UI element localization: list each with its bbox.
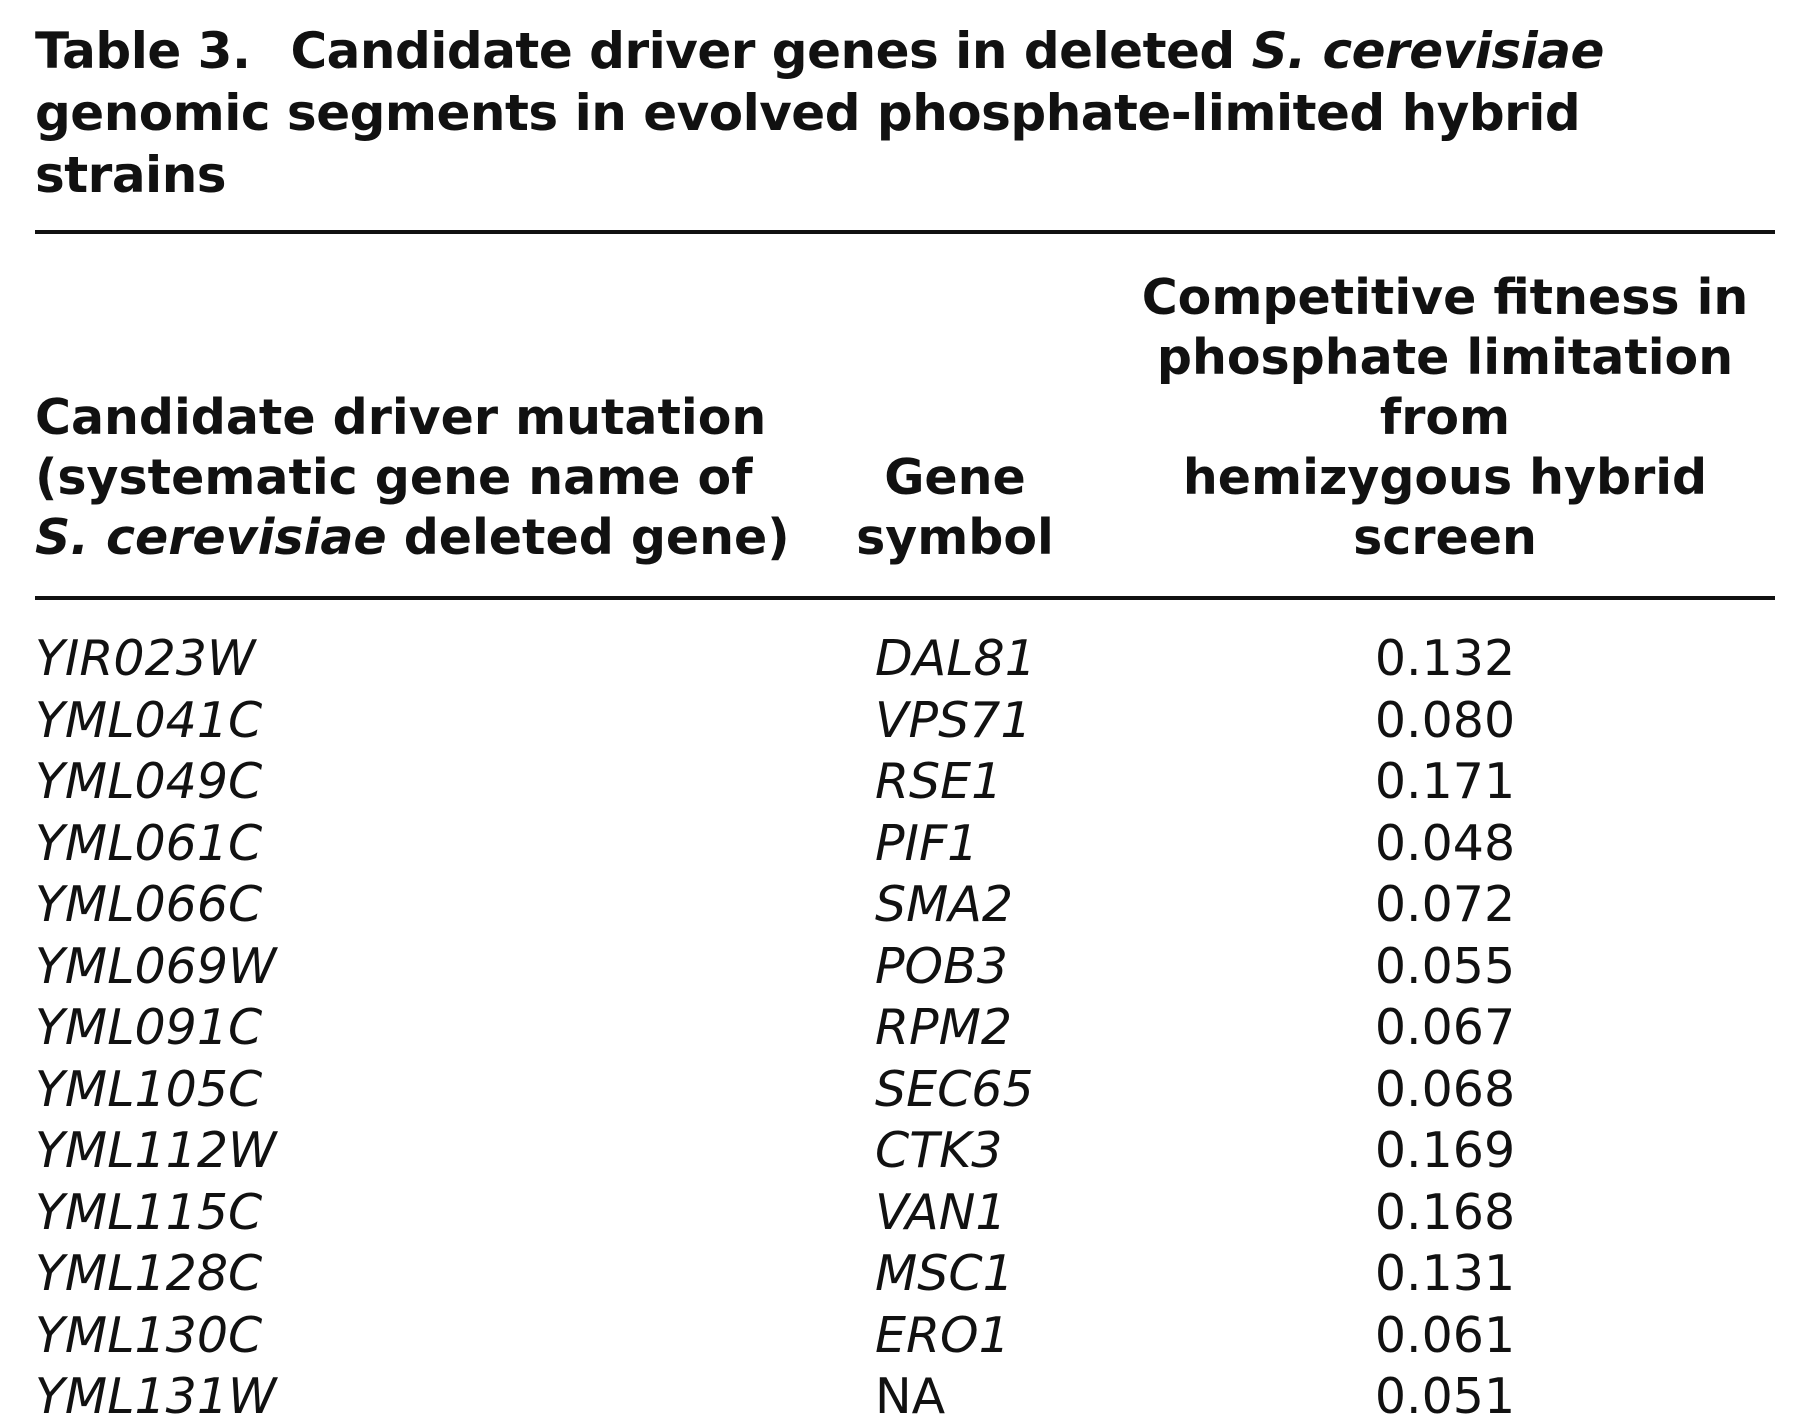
cell-gene-symbol: SEC65 xyxy=(875,1060,1034,1118)
table-row: YML105C SEC65 0.068 xyxy=(35,1059,1775,1121)
table-label: Table 3. xyxy=(35,22,251,80)
cell-fitness: 0.168 xyxy=(1374,1183,1516,1241)
header-gene-symbol: Gene symbol xyxy=(795,234,1115,568)
header-col1-line3: S. cerevisiae deleted gene) xyxy=(35,508,795,568)
top-rule xyxy=(35,230,1775,234)
table-header: Candidate driver mutation (systematic ge… xyxy=(35,234,1775,600)
cell-fitness: 0.171 xyxy=(1374,753,1516,810)
table-row: YML049C RSE1 0.171 xyxy=(35,751,1775,813)
table-row: YML066C SMA2 0.072 xyxy=(35,874,1775,936)
header-col3-line3: hemizygous hybrid screen xyxy=(1182,449,1708,566)
table-row: YML130C ERO1 0.061 xyxy=(35,1305,1775,1367)
header-competitive-fitness: Competitive fitness in phosphate limitat… xyxy=(1115,234,1775,568)
table-body: YIR023W DAL81 0.132 YML041C VPS71 0.080 YML0… xyxy=(35,600,1775,1428)
cell-systematic-name: YML115C xyxy=(35,1183,263,1241)
cell-fitness: 0.068 xyxy=(1374,1060,1516,1118)
cell-gene-symbol: ERO1 xyxy=(875,1306,1010,1364)
table-row: YML115C VAN1 0.168 xyxy=(35,1182,1775,1244)
cell-systematic-name: YML066C xyxy=(35,876,263,933)
table-row: YML091C RPM2 0.067 xyxy=(35,997,1775,1059)
header-col3-line1: Competitive fitness in xyxy=(1141,269,1749,326)
cell-gene-symbol: RPM2 xyxy=(875,999,1013,1056)
header-rule xyxy=(35,596,1775,600)
header-col1-line3-rest: deleted gene) xyxy=(386,509,790,566)
cell-gene-symbol: CTK3 xyxy=(875,1122,1003,1179)
cell-fitness: 0.055 xyxy=(1374,937,1516,995)
cell-fitness: 0.131 xyxy=(1374,1245,1516,1302)
cell-systematic-name: YML061C xyxy=(35,814,263,872)
table-3-page: Table 3. Candidate driver genes in delete… xyxy=(35,20,1775,1428)
cell-fitness: 0.132 xyxy=(1374,630,1516,687)
cell-gene-symbol: SMA2 xyxy=(875,876,1014,933)
cell-gene-symbol: POB3 xyxy=(875,937,1008,995)
cell-gene-symbol: MSC1 xyxy=(875,1245,1014,1302)
cell-systematic-name: YML091C xyxy=(35,999,263,1056)
cell-systematic-name: YML105C xyxy=(35,1060,263,1118)
header-col2-line1: Gene xyxy=(884,449,1026,506)
table-row: YML061C PIF1 0.048 xyxy=(35,813,1775,875)
cell-fitness: 0.067 xyxy=(1374,999,1516,1056)
cell-systematic-name: YML049C xyxy=(35,753,263,810)
cell-fitness: 0.072 xyxy=(1374,876,1516,933)
table-row: YML131W NA 0.051 xyxy=(35,1366,1775,1428)
cell-fitness: 0.169 xyxy=(1374,1122,1516,1179)
header-col1-line2: (systematic gene name of xyxy=(35,449,753,506)
cell-systematic-name: YML112W xyxy=(35,1122,277,1179)
cell-fitness: 0.061 xyxy=(1374,1306,1516,1364)
table-row: YML041C VPS71 0.080 xyxy=(35,690,1775,752)
caption-species: S. cerevisiae xyxy=(1251,22,1605,80)
header-col1-species: S. cerevisiae xyxy=(35,509,387,566)
table-row: YML069W POB3 0.055 xyxy=(35,936,1775,998)
cell-systematic-name: YML069W xyxy=(35,937,277,995)
header-col1-line1: Candidate driver mutation xyxy=(35,389,767,446)
cell-gene-symbol: DAL81 xyxy=(875,630,1036,687)
cell-systematic-name: YIR023W xyxy=(35,630,256,687)
cell-gene-symbol: NA xyxy=(875,1368,946,1425)
cell-systematic-name: YML130C xyxy=(35,1306,263,1364)
cell-fitness: 0.080 xyxy=(1374,691,1516,749)
cell-gene-symbol: PIF1 xyxy=(875,814,979,872)
cell-systematic-name: YML131W xyxy=(35,1368,277,1425)
caption-text-before: Candidate driver genes in deleted xyxy=(290,22,1252,80)
cell-systematic-name: YML041C xyxy=(35,691,263,749)
table-row: YML128C MSC1 0.131 xyxy=(35,1243,1775,1305)
cell-gene-symbol: RSE1 xyxy=(875,753,1003,810)
caption-text-after: genomic segments in evolved phosphate-li… xyxy=(35,84,1581,204)
header-col3-line2: phosphate limitation from xyxy=(1156,329,1734,446)
cell-fitness: 0.048 xyxy=(1374,814,1516,872)
cell-fitness: 0.051 xyxy=(1374,1368,1516,1425)
table-caption: Table 3. Candidate driver genes in delete… xyxy=(35,20,1775,206)
cell-systematic-name: YML128C xyxy=(35,1245,263,1302)
header-col2-line2: symbol xyxy=(856,509,1054,566)
table-row: YIR023W DAL81 0.132 xyxy=(35,600,1775,690)
cell-gene-symbol: VPS71 xyxy=(875,691,1032,749)
header-candidate-driver-mutation: Candidate driver mutation (systematic ge… xyxy=(35,234,795,568)
cell-gene-symbol: VAN1 xyxy=(875,1183,1007,1241)
table-row: YML112W CTK3 0.169 xyxy=(35,1120,1775,1182)
driver-genes-table: Candidate driver mutation (systematic ge… xyxy=(35,234,1775,1428)
